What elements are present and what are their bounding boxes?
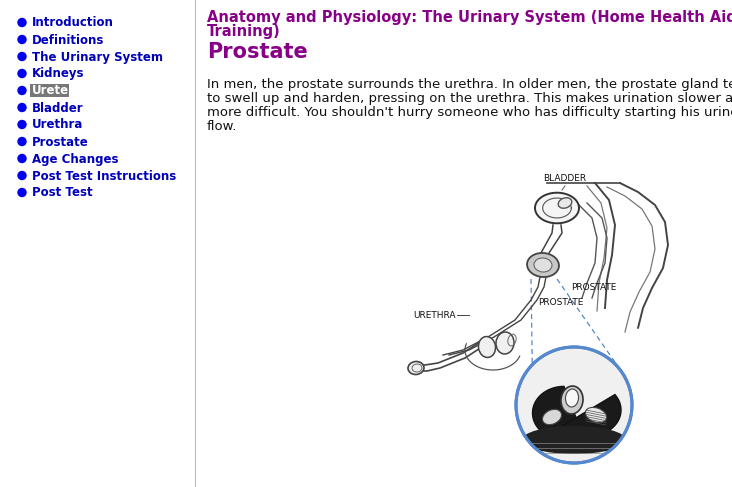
Circle shape bbox=[18, 104, 26, 112]
Text: Prostate: Prostate bbox=[32, 135, 89, 149]
Circle shape bbox=[18, 70, 26, 77]
Ellipse shape bbox=[408, 361, 424, 375]
Text: to swell up and harden, pressing on the urethra. This makes urination slower and: to swell up and harden, pressing on the … bbox=[207, 92, 732, 105]
Ellipse shape bbox=[527, 253, 559, 277]
Text: Training): Training) bbox=[207, 24, 281, 39]
Text: Introduction: Introduction bbox=[32, 17, 114, 30]
Text: Age Changes: Age Changes bbox=[32, 152, 119, 166]
Circle shape bbox=[18, 137, 26, 146]
Ellipse shape bbox=[522, 426, 626, 454]
Circle shape bbox=[516, 347, 632, 463]
Ellipse shape bbox=[566, 389, 578, 407]
Ellipse shape bbox=[559, 198, 572, 208]
Text: flow.: flow. bbox=[207, 120, 237, 133]
Circle shape bbox=[18, 171, 26, 180]
Circle shape bbox=[18, 36, 26, 43]
Text: more difficult. You shouldn't hurry someone who has difficulty starting his urin: more difficult. You shouldn't hurry some… bbox=[207, 106, 732, 119]
Text: PROSTATE: PROSTATE bbox=[571, 283, 616, 292]
Ellipse shape bbox=[479, 337, 496, 357]
Circle shape bbox=[18, 19, 26, 26]
Circle shape bbox=[18, 120, 26, 129]
Circle shape bbox=[18, 188, 26, 196]
Ellipse shape bbox=[534, 258, 552, 272]
Text: PROSTATE: PROSTATE bbox=[538, 298, 583, 307]
Text: In men, the prostate surrounds the urethra. In older men, the prostate gland ten: In men, the prostate surrounds the ureth… bbox=[207, 78, 732, 91]
Text: Kidneys: Kidneys bbox=[32, 68, 84, 80]
Text: Definitions: Definitions bbox=[32, 34, 105, 46]
Text: Bladder: Bladder bbox=[32, 101, 83, 114]
Polygon shape bbox=[535, 193, 579, 224]
Text: The Urinary System: The Urinary System bbox=[32, 51, 163, 63]
Text: Ureters: Ureters bbox=[32, 85, 82, 97]
Ellipse shape bbox=[542, 410, 561, 425]
Text: BLADDER: BLADDER bbox=[543, 174, 586, 183]
Text: Anatomy and Physiology: The Urinary System (Home Health Aide: Anatomy and Physiology: The Urinary Syst… bbox=[207, 10, 732, 25]
Text: Urethra: Urethra bbox=[32, 118, 83, 131]
Text: Post Test Instructions: Post Test Instructions bbox=[32, 169, 176, 183]
Circle shape bbox=[18, 87, 26, 94]
Ellipse shape bbox=[496, 332, 514, 354]
Ellipse shape bbox=[561, 386, 583, 414]
Text: Prostate: Prostate bbox=[207, 42, 307, 62]
Text: URETHRA: URETHRA bbox=[414, 311, 456, 319]
Polygon shape bbox=[532, 386, 583, 440]
Circle shape bbox=[18, 154, 26, 163]
Polygon shape bbox=[563, 394, 621, 436]
Text: Post Test: Post Test bbox=[32, 187, 93, 200]
Circle shape bbox=[18, 53, 26, 60]
FancyBboxPatch shape bbox=[30, 83, 69, 96]
Ellipse shape bbox=[586, 408, 607, 423]
